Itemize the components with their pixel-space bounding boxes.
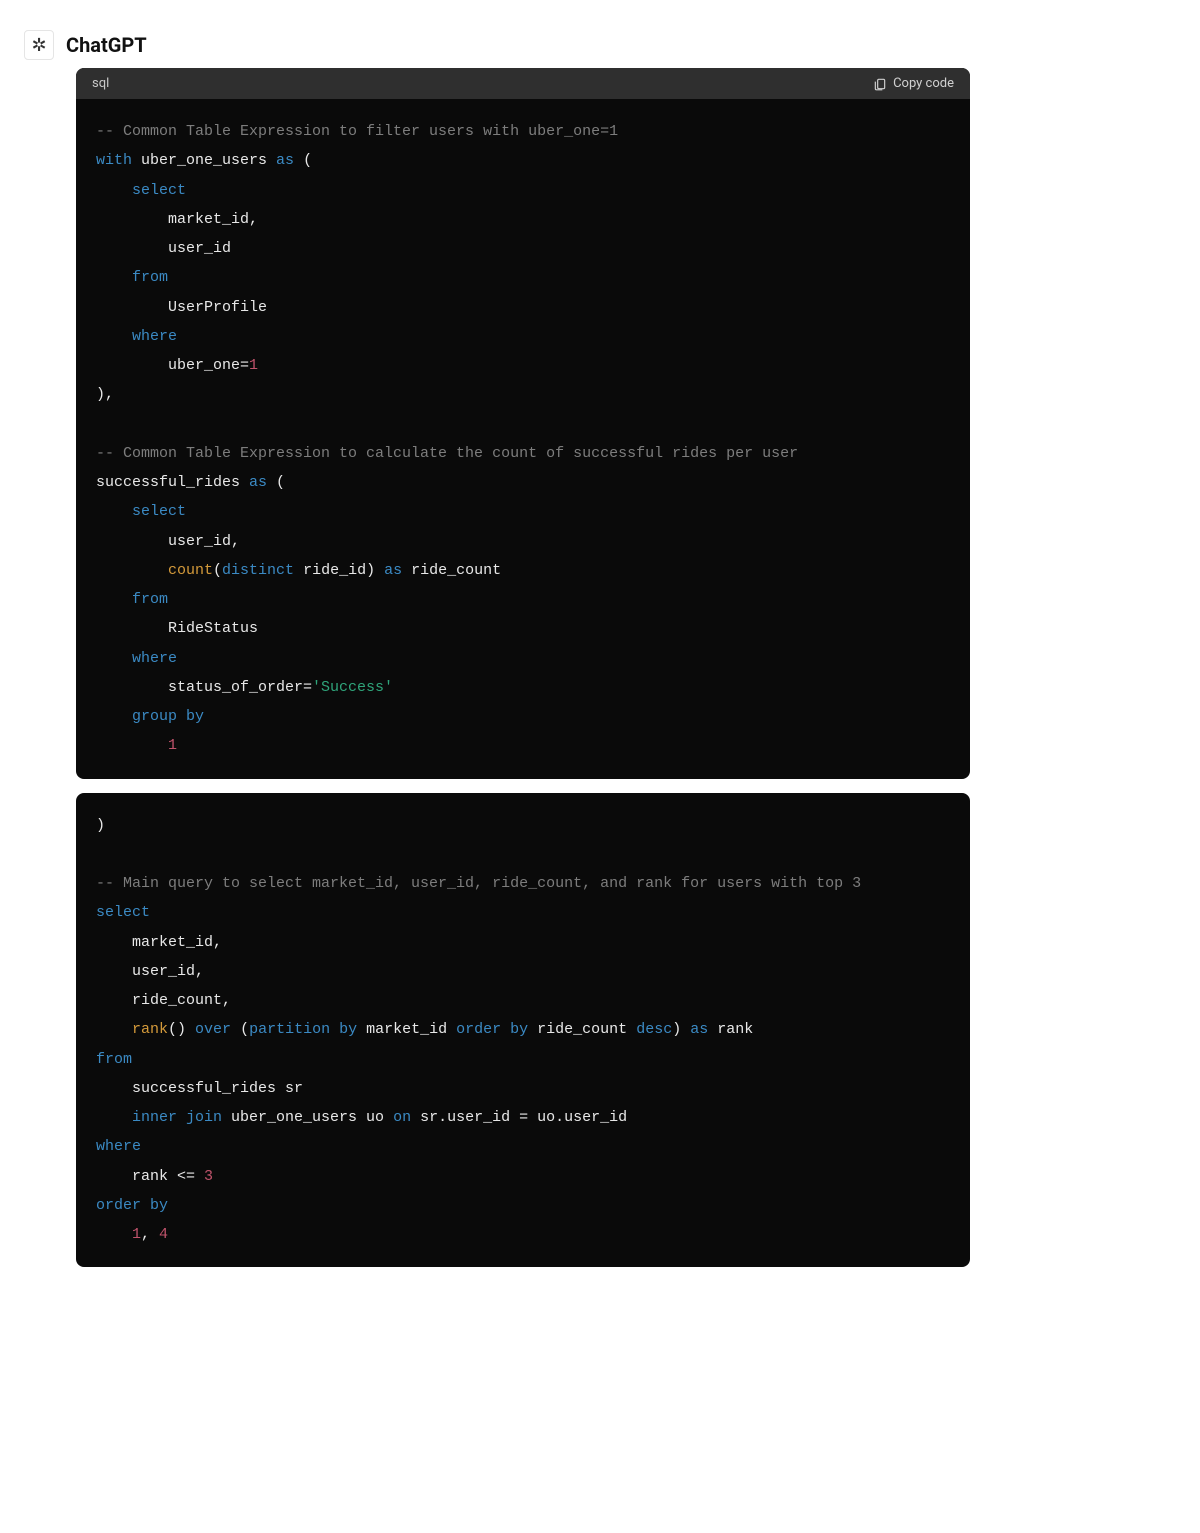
chat-header: ✲ ChatGPT [20,30,1180,60]
code-content[interactable]: ) -- Main query to select market_id, use… [76,793,970,1268]
code-language-label: sql [92,76,109,91]
code-block: sql Copy code -- Common Table Expression… [76,68,970,779]
clipboard-icon [873,77,887,91]
code-content[interactable]: -- Common Table Expression to filter use… [76,99,970,779]
copy-code-label: Copy code [893,76,954,91]
code-block-header: sql Copy code [76,68,970,99]
logo-glyph: ✲ [31,35,46,56]
openai-logo-icon: ✲ [24,30,54,60]
copy-code-button[interactable]: Copy code [873,76,954,91]
app-title: ChatGPT [66,33,147,57]
code-block-continued: ) -- Main query to select market_id, use… [76,793,970,1268]
